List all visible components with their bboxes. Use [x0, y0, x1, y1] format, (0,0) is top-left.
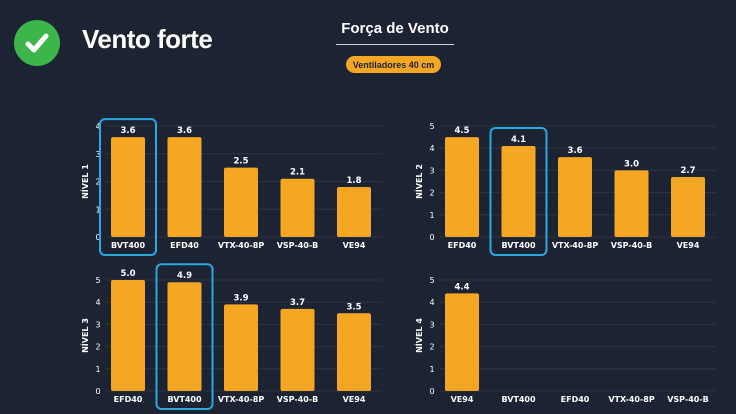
highlight-box: [155, 263, 214, 410]
data-label: 3.6: [177, 126, 192, 136]
bar: [111, 137, 145, 237]
x-tick-label: VE94: [343, 395, 366, 404]
y-tick-label: 5: [429, 276, 434, 285]
bar: [614, 170, 649, 237]
title-underline: [336, 44, 454, 45]
bar: [280, 308, 315, 391]
data-label: 3.7: [290, 298, 305, 308]
bar: [671, 177, 705, 237]
data-label: 5.0: [120, 269, 135, 279]
y-tick-label: 4: [429, 298, 434, 307]
y-tick-label: 0: [95, 233, 100, 242]
y-tick-label: 4: [429, 144, 434, 153]
page-title: Força de Vento: [341, 20, 449, 37]
y-axis-label: NÍVEL 1: [79, 164, 90, 199]
highlight-box: [489, 126, 548, 256]
y-tick-label: 0: [429, 387, 434, 396]
bar: [445, 137, 479, 237]
y-tick-label: 2: [95, 343, 100, 352]
y-tick-label: 2: [429, 343, 434, 352]
data-label: 3.5: [346, 302, 361, 312]
data-label: 3.9: [233, 293, 248, 303]
y-tick-label: 1: [429, 211, 434, 220]
data-label: 4.9: [177, 271, 192, 281]
y-tick-label: 2: [95, 178, 100, 187]
y-tick-label: 3: [429, 166, 434, 175]
y-axis-label: NÍVEL 3: [79, 318, 90, 353]
bar: [280, 178, 315, 237]
check-circle-icon: [14, 20, 60, 66]
bar: [224, 304, 258, 391]
x-tick-label: BVT400: [501, 241, 536, 250]
x-tick-label: VTX-40-8P: [608, 395, 655, 404]
bar: [167, 282, 202, 391]
data-label: 4.4: [454, 282, 469, 292]
x-tick-label: BVT400: [501, 395, 536, 404]
data-label: 2.1: [290, 168, 305, 178]
y-tick-label: 3: [429, 320, 434, 329]
x-tick-label: VSP-40-B: [611, 241, 653, 250]
x-tick-label: EFD40: [448, 241, 477, 250]
data-label: 2.5: [233, 157, 248, 167]
x-tick-label: BVT400: [111, 241, 146, 250]
x-tick-label: VE94: [451, 395, 474, 404]
x-tick-label: VSP-40-B: [667, 395, 709, 404]
bar: [224, 167, 258, 237]
bar: [337, 313, 371, 391]
bar: [337, 187, 371, 237]
y-tick-label: 3: [95, 320, 100, 329]
y-tick-label: 3: [95, 150, 100, 159]
y-tick-label: 1: [95, 365, 100, 374]
y-tick-label: 0: [95, 387, 100, 396]
highlight-box: [99, 118, 157, 256]
y-tick-label: 0: [429, 233, 434, 242]
data-label: 1.8: [346, 176, 361, 186]
data-label: 3.6: [567, 146, 582, 156]
status-text: Vento forte: [82, 24, 213, 54]
data-label: 3.0: [624, 159, 639, 169]
data-label: 4.1: [511, 135, 526, 145]
x-tick-label: VE94: [677, 241, 700, 250]
category-badge: Ventiladores 40 cm: [346, 56, 441, 73]
x-tick-label: VTX-40-8P: [218, 241, 265, 250]
y-axis-label: NÍVEL 4: [413, 318, 424, 353]
bar: [558, 157, 592, 237]
y-tick-label: 2: [429, 189, 434, 198]
y-tick-label: 1: [95, 205, 100, 214]
x-tick-label: VE94: [343, 241, 366, 250]
bar: [111, 280, 145, 391]
y-tick-label: 5: [429, 122, 434, 131]
bar: [167, 137, 202, 237]
x-tick-label: EFD40: [561, 395, 590, 404]
x-tick-label: VTX-40-8P: [218, 395, 265, 404]
data-label: 2.7: [680, 166, 695, 176]
x-tick-label: VSP-40-B: [277, 241, 319, 250]
x-tick-label: EFD40: [170, 241, 199, 250]
data-label: 3.6: [120, 126, 135, 136]
bar: [501, 145, 536, 237]
bar: [445, 293, 479, 391]
y-tick-label: 4: [95, 298, 100, 307]
y-tick-label: 5: [95, 276, 100, 285]
x-tick-label: VSP-40-B: [277, 395, 319, 404]
x-tick-label: EFD40: [114, 395, 143, 404]
x-tick-label: VTX-40-8P: [552, 241, 599, 250]
y-tick-label: 4: [95, 122, 100, 131]
x-tick-label: BVT400: [167, 395, 202, 404]
data-label: 4.5: [454, 126, 469, 136]
y-axis-label: NÍVEL 2: [413, 164, 424, 199]
y-tick-label: 1: [429, 365, 434, 374]
